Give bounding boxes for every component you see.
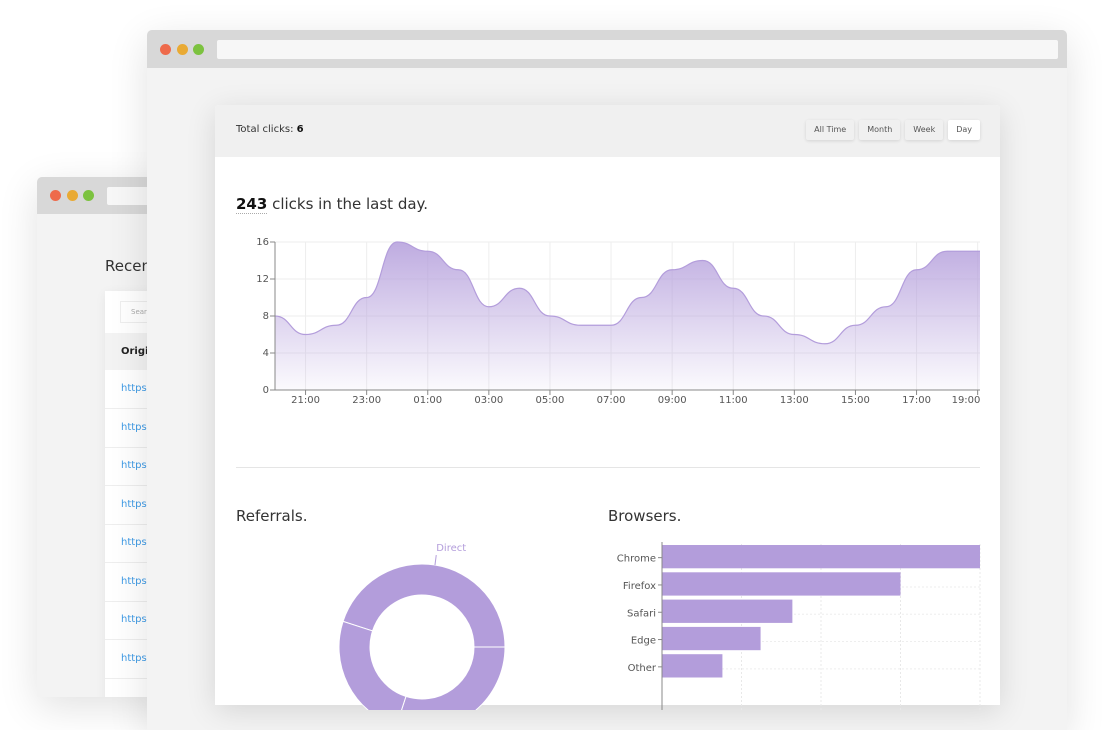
category-label: Other [628,663,657,674]
bar-firefox [662,572,901,596]
total-clicks: Total clicks: 6 [236,124,304,135]
y-tick-label: 8 [263,311,269,322]
category-label: Safari [627,608,656,619]
maximize-dot-icon[interactable] [193,44,204,55]
x-tick-label: 21:00 [291,395,320,406]
x-tick-label: 11:00 [719,395,748,406]
slice-label-direct: Direct [436,543,466,554]
bar-other [662,654,723,678]
maximize-dot-icon[interactable] [83,190,94,201]
browsers-bar-chart: Chrome Firefox Safari Edge Other [617,542,981,710]
x-tick-label: 17:00 [902,395,931,406]
stats-card: Total clicks: 6 All Time Month Week Day … [215,105,1000,710]
bar-edge [662,626,761,651]
donut-slice [342,563,506,648]
x-tick-label: 19:00 [952,395,981,406]
bar-chrome [662,545,980,569]
referrals-donut-chart: Direct [338,543,506,710]
range-all-time-button[interactable]: All Time [806,120,855,140]
x-tick-label: 01:00 [413,395,442,406]
clicks-area-chart: 0 4 8 12 16 21:00 23:00 01:00 03:00 05:00 07:00 09:… [256,237,981,406]
x-tick-label: 13:00 [780,395,809,406]
address-bar[interactable] [217,40,1058,59]
y-tick-label: 0 [263,385,269,396]
label-leader [434,555,437,566]
browsers-title: Browsers. [608,507,682,525]
y-tick-label: 12 [256,274,269,285]
donut-slice [338,620,407,710]
range-buttons: All Time Month Week Day [806,120,980,140]
clicks-area [275,242,980,390]
total-clicks-label: Total clicks: [236,124,294,135]
divider [236,467,980,468]
x-tick-label: 03:00 [474,395,503,406]
category-label: Firefox [623,581,656,592]
x-tick-label: 07:00 [597,395,626,406]
x-tick-label: 05:00 [536,395,565,406]
x-tick-label: 23:00 [352,395,381,406]
close-dot-icon[interactable] [50,190,61,201]
clicks-summary-text: clicks in the last day. [267,195,429,213]
clicks-summary: 243 clicks in the last day. [236,195,429,214]
range-month-button[interactable]: Month [859,120,901,140]
clicks-line [274,241,980,345]
stats-header: Total clicks: 6 All Time Month Week Day [215,105,1000,157]
clicks-count: 243 [236,195,268,214]
bar-safari [662,599,793,623]
recent-heading: Recen [105,257,151,275]
range-week-button[interactable]: Week [905,120,944,140]
category-label: Chrome [617,554,656,565]
x-tick-label: 15:00 [841,395,870,406]
title-bar [147,30,1067,68]
category-label: Edge [631,636,656,647]
x-tick-label: 09:00 [658,395,687,406]
donut-slice [401,646,506,710]
y-tick-label: 4 [263,348,269,359]
y-tick-label: 16 [256,237,269,248]
range-day-button[interactable]: Day [948,120,980,140]
referrals-title: Referrals. [236,507,308,525]
minimize-dot-icon[interactable] [67,190,78,201]
total-clicks-value: 6 [296,124,304,135]
close-dot-icon[interactable] [160,44,171,55]
minimize-dot-icon[interactable] [177,44,188,55]
